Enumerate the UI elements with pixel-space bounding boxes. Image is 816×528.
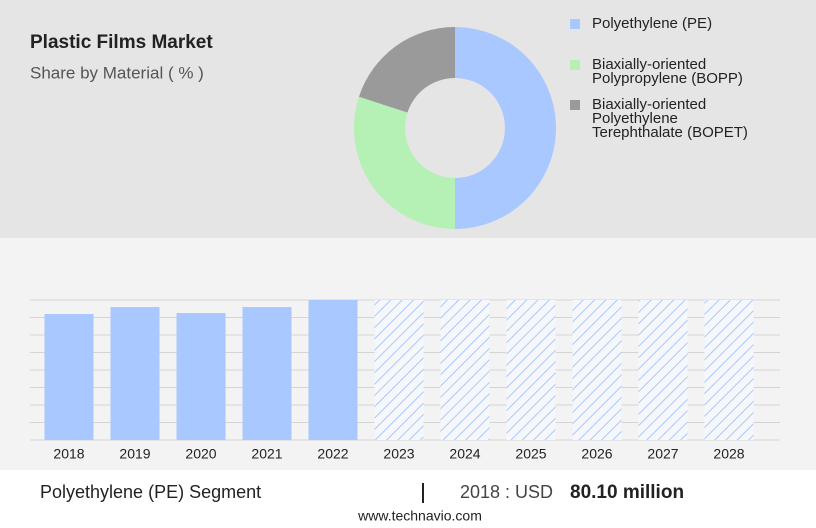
x-tick-label: 2026 bbox=[581, 446, 612, 462]
chart-subtitle: Share by Material ( % ) bbox=[30, 63, 204, 82]
source: www.technavio.com bbox=[357, 508, 482, 524]
legend-label: Polyethylene (PE) bbox=[592, 15, 713, 32]
footer-segment: Polyethylene (PE) Segment bbox=[40, 482, 261, 502]
x-tick-label: 2024 bbox=[449, 446, 480, 462]
bar bbox=[308, 300, 358, 440]
legend-label: Biaxially-oriented Polyethylene Terephth… bbox=[592, 96, 748, 141]
legend-item: Biaxially-oriented Polypropylene (BOPP) bbox=[570, 56, 750, 87]
x-tick-label: 2022 bbox=[317, 446, 348, 462]
forecast-placeholder bbox=[704, 300, 754, 440]
chart-title: Plastic Films Market bbox=[30, 32, 213, 53]
footer-highlight-label: 2018 : USD bbox=[460, 482, 553, 502]
legend-label: Biaxially-oriented Polypropylene (BOPP) bbox=[592, 56, 743, 87]
bar bbox=[44, 314, 94, 440]
legend-item: Biaxially-oriented Polyethylene Terephth… bbox=[570, 96, 750, 141]
forecast-placeholder bbox=[440, 300, 490, 440]
donut-slice bbox=[358, 27, 455, 113]
bar bbox=[176, 313, 226, 440]
legend-swatch bbox=[570, 60, 580, 70]
donut-slice bbox=[353, 96, 455, 230]
bar bbox=[110, 307, 160, 440]
forecast-placeholder bbox=[638, 300, 688, 440]
x-tick-label: 2018 bbox=[53, 446, 84, 462]
x-tick-label: 2021 bbox=[251, 446, 282, 462]
legend-swatch bbox=[570, 100, 580, 110]
x-tick-label: 2025 bbox=[515, 446, 546, 462]
footer-highlight-value: 80.10 million bbox=[570, 482, 684, 503]
legend-item: Polyethylene (PE) bbox=[570, 15, 750, 32]
legend-swatch bbox=[570, 19, 580, 29]
x-tick-label: 2027 bbox=[647, 446, 678, 462]
bar bbox=[242, 307, 292, 440]
x-tick-label: 2023 bbox=[383, 446, 414, 462]
donut-slice bbox=[455, 27, 556, 229]
x-tick-label: 2019 bbox=[119, 446, 150, 462]
forecast-placeholder bbox=[506, 300, 556, 440]
x-tick-label: 2028 bbox=[713, 446, 744, 462]
x-tick-label: 2020 bbox=[185, 446, 216, 462]
forecast-placeholder bbox=[572, 300, 622, 440]
forecast-placeholder bbox=[374, 300, 424, 440]
